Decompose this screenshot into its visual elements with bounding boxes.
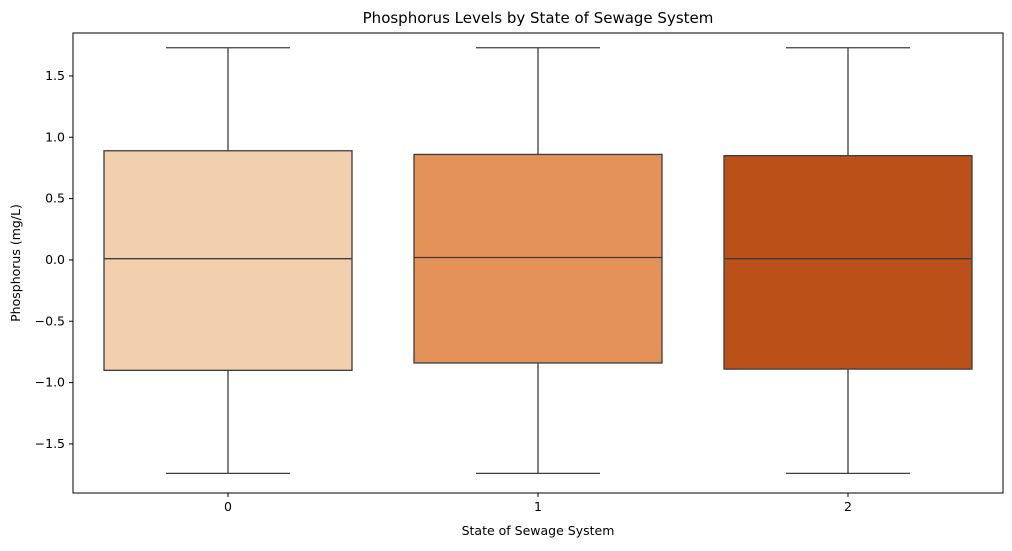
x-tick-label: 2 bbox=[844, 499, 852, 514]
y-tick-label: 1.0 bbox=[45, 129, 65, 144]
x-tick-label: 0 bbox=[224, 499, 232, 514]
y-tick-label: −0.5 bbox=[35, 313, 65, 328]
x-tick-label: 1 bbox=[534, 499, 542, 514]
box-0 bbox=[103, 150, 353, 371]
box-1 bbox=[413, 153, 663, 364]
plot-area: −1.5 −1.0 −0.5 0.0 0.5 1.0 1.5 0 1 2 bbox=[35, 47, 973, 514]
y-axis-label: Phosphorus (mg/L) bbox=[8, 204, 23, 322]
plot-frame bbox=[72, 32, 1004, 494]
y-tick-label: −1.0 bbox=[35, 375, 65, 390]
y-tick-label: 1.5 bbox=[45, 68, 65, 83]
box-2 bbox=[723, 155, 973, 370]
y-tick-label: −1.5 bbox=[35, 436, 65, 451]
y-tick-label: 0.0 bbox=[45, 252, 65, 267]
x-axis-label: State of Sewage System bbox=[462, 523, 615, 538]
y-tick-label: 0.5 bbox=[45, 191, 65, 206]
chart-title: Phosphorus Levels by State of Sewage Sys… bbox=[363, 9, 714, 27]
